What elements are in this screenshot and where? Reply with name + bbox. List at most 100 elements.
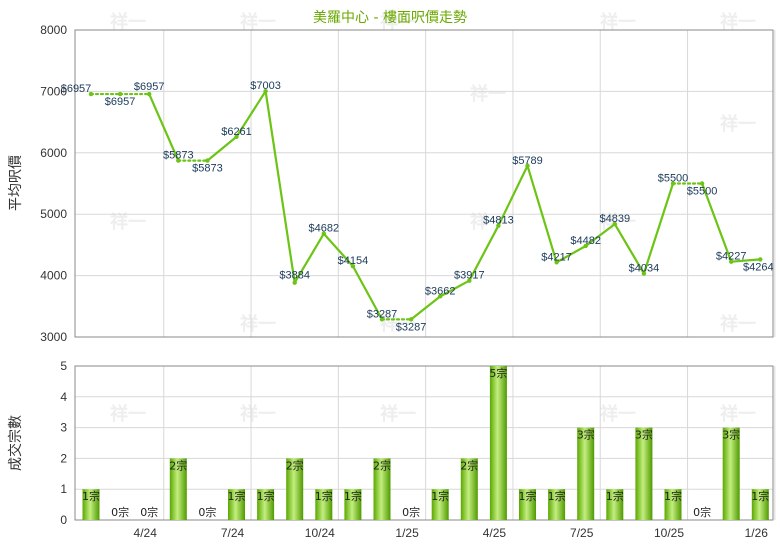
watermark: 祥一 (240, 403, 276, 425)
x-tick-label: 10/24 (305, 526, 335, 540)
price-point (554, 260, 559, 265)
x-tick-label: 10/25 (654, 526, 684, 540)
price-point (176, 158, 181, 163)
volume-bar (577, 427, 595, 520)
volume-bar (315, 489, 333, 520)
price-point-label: $4813 (483, 215, 514, 227)
price-point (729, 259, 734, 264)
price-point (263, 89, 268, 94)
volume-bar (257, 489, 275, 520)
volume-tick-label: 3 (60, 421, 67, 435)
watermark: 祥一 (720, 313, 756, 335)
watermark: 祥一 (380, 11, 416, 33)
volume-bar-label: 1宗 (228, 489, 246, 503)
price-point-label: $4034 (629, 263, 660, 275)
price-point-label: $4682 (309, 223, 340, 235)
volume-bar-label: 1宗 (664, 489, 682, 503)
watermark: 祥一 (720, 113, 756, 135)
volume-bar (489, 366, 507, 520)
price-line-segment (468, 224, 500, 282)
x-tick-label: 4/24 (134, 526, 158, 540)
volume-bar (635, 427, 653, 520)
price-point-label: $4839 (600, 213, 631, 225)
price-point (292, 280, 297, 285)
price-line-segment (584, 222, 616, 248)
volume-bar (82, 489, 100, 520)
price-tick-label: 6000 (40, 146, 67, 160)
watermark: 祥一 (380, 403, 416, 425)
volume-axis-label: 成交宗數 (7, 415, 24, 471)
volume-bar (548, 489, 566, 520)
price-line-segment (351, 265, 384, 321)
volume-bar-label: 0宗 (140, 505, 158, 519)
volume-bar (169, 458, 187, 520)
volume-plot-frame (74, 365, 774, 521)
volume-bar (373, 458, 391, 520)
x-tick-label: 7/24 (221, 526, 245, 540)
price-line-segment (700, 182, 733, 263)
volume-bar-label: 1宗 (82, 489, 100, 503)
price-point (525, 163, 530, 168)
price-point (758, 257, 763, 262)
price-point (467, 278, 472, 283)
volume-bar (460, 458, 478, 520)
price-point (670, 181, 676, 186)
price-tick-label: 3000 (40, 330, 67, 344)
volume-bar (519, 489, 536, 520)
volume-bar-label: 0宗 (111, 505, 129, 519)
price-point-label: $3287 (396, 321, 427, 333)
watermark: 祥一 (720, 403, 756, 425)
volume-bar-label: 2宗 (373, 458, 391, 472)
price-point-label: $3662 (425, 285, 456, 297)
volume-bar-label: 2宗 (169, 458, 187, 472)
volume-bar-label: 2宗 (460, 458, 478, 472)
volume-tick-label: 4 (60, 390, 67, 404)
volume-tick-label: 1 (60, 482, 67, 496)
volume-bar-label: 5宗 (489, 366, 507, 380)
volume-bar-label: 1宗 (431, 489, 449, 503)
watermark: 祥一 (110, 211, 146, 233)
x-tick-label: 4/25 (483, 526, 507, 540)
price-point-label: $4154 (338, 255, 369, 267)
price-line-segment (410, 295, 442, 321)
price-point-label: $3917 (454, 270, 485, 282)
price-point-label: $5873 (192, 163, 223, 175)
volume-bar (344, 489, 362, 520)
price-point-label: $5500 (658, 173, 689, 185)
price-line-segment (148, 92, 180, 162)
price-point (496, 223, 501, 228)
volume-bar-label: 1宗 (751, 489, 769, 503)
price-point (699, 181, 705, 186)
price-point-label: $4264 (743, 261, 774, 273)
price-line-segment (497, 164, 529, 227)
volume-bar-label: 0宗 (198, 505, 216, 519)
volume-bar (431, 489, 449, 520)
price-point-label: $4227 (716, 251, 747, 263)
price-point-label: $3287 (367, 308, 398, 320)
volume-bar (664, 489, 682, 520)
price-point (205, 158, 210, 163)
watermark: 祥一 (600, 403, 636, 425)
watermark: 祥一 (110, 11, 146, 33)
price-point (408, 317, 414, 322)
price-grid (74, 29, 776, 338)
volume-bars: 1宗 0宗 0宗 2宗 0宗 1宗 1宗 2宗 1宗 1宗 2宗 0宗 1宗 2宗 5宗 1宗 1宗 3宗 1宗 3宗… (82, 366, 769, 520)
x-tick-label: 7/25 (570, 526, 594, 540)
price-point-label: $6261 (221, 126, 252, 138)
volume-bar (286, 458, 304, 520)
price-point (612, 221, 617, 227)
x-tick-label: 1/25 (395, 526, 419, 540)
watermark: 祥一 (240, 313, 276, 335)
price-point (350, 263, 356, 269)
price-line-segment (730, 258, 762, 263)
price-point (234, 134, 239, 139)
volume-bar-label: 1宗 (257, 489, 275, 503)
price-point-label: $4482 (570, 235, 601, 247)
volume-bar-label: 0宗 (693, 505, 711, 519)
price-point-label: $3884 (279, 270, 310, 282)
price-tick-label: 4000 (40, 269, 67, 283)
price-tick-label: 7000 (40, 84, 67, 98)
volume-bar-label: 3宗 (635, 428, 653, 442)
